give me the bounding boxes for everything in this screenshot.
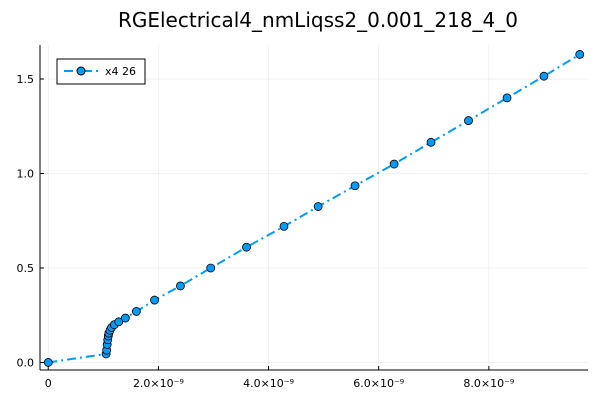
x-tick-label: 6.0×10⁻⁹ bbox=[353, 377, 404, 390]
x-tick-label: 2.0×10⁻⁹ bbox=[133, 377, 184, 390]
data-point bbox=[150, 295, 159, 305]
data-point bbox=[131, 307, 141, 316]
x-tick-label: 8.0×10⁻⁹ bbox=[463, 377, 514, 390]
data-point bbox=[176, 281, 185, 291]
legend-label: x4 26 bbox=[105, 65, 136, 78]
chart-title: RGElectrical4_nmLiqss2_0.001_218_4_0 bbox=[118, 8, 518, 32]
data-point bbox=[313, 202, 323, 211]
data-point bbox=[279, 221, 289, 231]
data-point bbox=[575, 50, 585, 59]
data-point bbox=[502, 93, 512, 103]
data-point bbox=[206, 263, 216, 273]
y-axis-ticks: 0.0 0.5 1.0 1.5 bbox=[17, 73, 44, 369]
legend: x4 26 bbox=[56, 58, 146, 85]
y-tick-label: 1.5 bbox=[17, 73, 35, 86]
data-point bbox=[350, 181, 360, 191]
y-tick-label: 0.0 bbox=[17, 356, 35, 369]
x-axis-ticks: 0 2.0×10⁻⁹ 4.0×10⁻⁹ 6.0×10⁻⁹ 8.0×10⁻⁹ bbox=[45, 366, 514, 390]
data-point bbox=[242, 242, 251, 252]
y-tick-label: 1.0 bbox=[17, 167, 35, 180]
data-point bbox=[389, 159, 399, 169]
data-point bbox=[114, 317, 124, 327]
x-tick-label: 0 bbox=[45, 377, 52, 390]
data-point bbox=[539, 71, 549, 81]
data-point bbox=[426, 137, 436, 147]
legend-marker-sample bbox=[76, 66, 86, 76]
grid-lines bbox=[40, 45, 588, 370]
y-tick-label: 0.5 bbox=[17, 262, 35, 275]
plot-area bbox=[43, 50, 585, 367]
axes bbox=[39, 45, 588, 371]
data-point bbox=[120, 313, 130, 323]
data-point bbox=[464, 116, 473, 125]
x-tick-label: 4.0×10⁻⁹ bbox=[243, 377, 294, 390]
data-point bbox=[43, 358, 53, 367]
